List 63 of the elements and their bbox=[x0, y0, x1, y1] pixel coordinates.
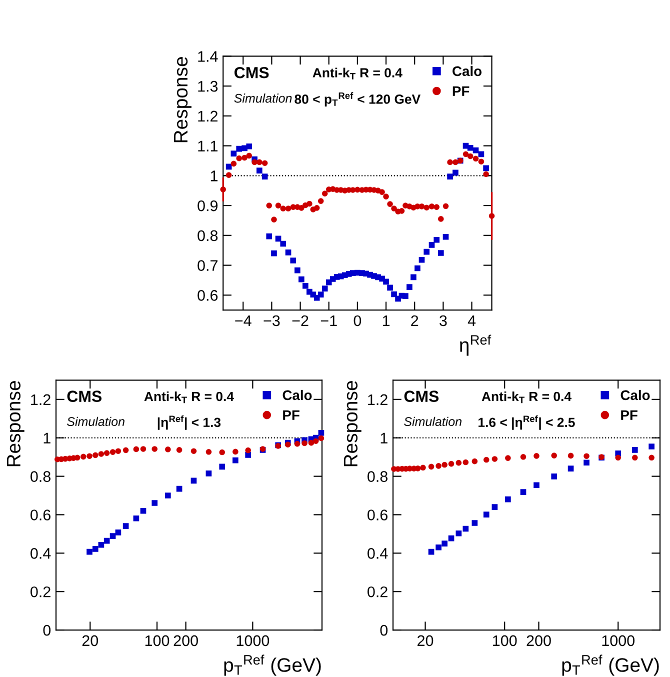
y-tick-label: 1 bbox=[380, 432, 388, 444]
x-tick-label: −2 bbox=[292, 315, 308, 326]
y-axis-title: Response bbox=[174, 57, 192, 142]
y-tick-label: 0 bbox=[380, 624, 388, 636]
x-tick-label: −1 bbox=[320, 315, 337, 326]
y-tick-label: 0.8 bbox=[30, 471, 50, 482]
legend-label: PF bbox=[452, 86, 470, 96]
annotation: CMS bbox=[404, 390, 439, 402]
x-axis-title: η$^{Ref}$ bbox=[460, 334, 492, 356]
legend-label: Calo bbox=[620, 390, 650, 400]
x-axis-title: p$_{T}$$^{Ref}$ (GeV) bbox=[224, 654, 321, 676]
legend-label: PF bbox=[283, 410, 300, 420]
y-axis-title: Response bbox=[6, 381, 24, 466]
x-tick-label: −4 bbox=[235, 315, 252, 326]
x-tick-label: 20 bbox=[418, 635, 434, 646]
annotation: Simulation bbox=[67, 416, 124, 426]
y-tick-label: 1 bbox=[44, 432, 50, 444]
legend-label: Calo bbox=[282, 390, 312, 400]
y-tick-label: 0.6 bbox=[198, 290, 218, 301]
x-tick-label: 200 bbox=[526, 635, 551, 646]
x-tick-label: 3 bbox=[440, 315, 447, 326]
y-tick-label: 1 bbox=[210, 170, 218, 182]
annotation: Anti-k$_{T}$ R = 0.4 bbox=[482, 391, 572, 404]
y-tick-label: 1.2 bbox=[198, 110, 218, 122]
x-axis-title: p$_{T}$$^{Ref}$ (GeV) bbox=[562, 654, 659, 676]
y-tick-label: 1.2 bbox=[31, 394, 50, 405]
annotation: Anti-k$_{T}$ R = 0.4 bbox=[312, 68, 402, 80]
y-tick-label: 0.6 bbox=[30, 510, 50, 520]
annotation: Simulation bbox=[404, 416, 462, 426]
y-tick-label: 0 bbox=[43, 624, 51, 636]
y-tick-label: 0.9 bbox=[198, 200, 218, 212]
y-tick-label: 1.2 bbox=[368, 394, 388, 405]
y-tick-label: 0.4 bbox=[368, 548, 388, 559]
x-tick-label: 100 bbox=[145, 635, 170, 646]
x-tick-label: 1000 bbox=[236, 635, 270, 646]
y-tick-label: 1.1 bbox=[198, 140, 218, 152]
x-tick-label: 20 bbox=[82, 635, 98, 646]
y-axis-title: Response bbox=[344, 381, 362, 466]
y-tick-label: 1.4 bbox=[198, 51, 218, 62]
annotation: CMS bbox=[67, 390, 102, 402]
annotation: Simulation bbox=[234, 94, 292, 103]
x-tick-label: 200 bbox=[174, 635, 198, 646]
y-tick-label: 0.2 bbox=[30, 586, 50, 598]
y-tick-label: 0.2 bbox=[368, 586, 388, 598]
x-tick-label: −3 bbox=[264, 315, 280, 326]
legend-label: Calo bbox=[452, 66, 482, 76]
y-tick-label: 0.8 bbox=[198, 230, 218, 242]
legend-label: PF bbox=[621, 410, 638, 420]
x-tick-label: 0 bbox=[354, 315, 362, 326]
y-tick-label: 1.3 bbox=[198, 80, 218, 92]
x-tick-label: 1000 bbox=[602, 635, 635, 646]
x-tick-label: 2 bbox=[411, 315, 418, 326]
x-tick-label: 100 bbox=[493, 635, 517, 646]
y-tick-label: 0.6 bbox=[368, 510, 388, 520]
x-tick-label: 4 bbox=[468, 315, 476, 326]
annotation: Anti-k$_{T}$ R = 0.4 bbox=[144, 391, 234, 404]
y-tick-label: 0.8 bbox=[368, 471, 388, 482]
annotation: 1.6 < |η$^{Ref}$| < 2.5 bbox=[478, 415, 575, 430]
y-tick-label: 0.7 bbox=[198, 260, 218, 271]
annotation: |η$^{Ref}$| < 1.3 bbox=[158, 415, 221, 430]
annotation: CMS bbox=[234, 66, 269, 78]
y-tick-label: 0.4 bbox=[30, 548, 51, 559]
annotation: 80 < p$_{T}$$^{Ref}$ < 120 GeV bbox=[294, 92, 421, 106]
